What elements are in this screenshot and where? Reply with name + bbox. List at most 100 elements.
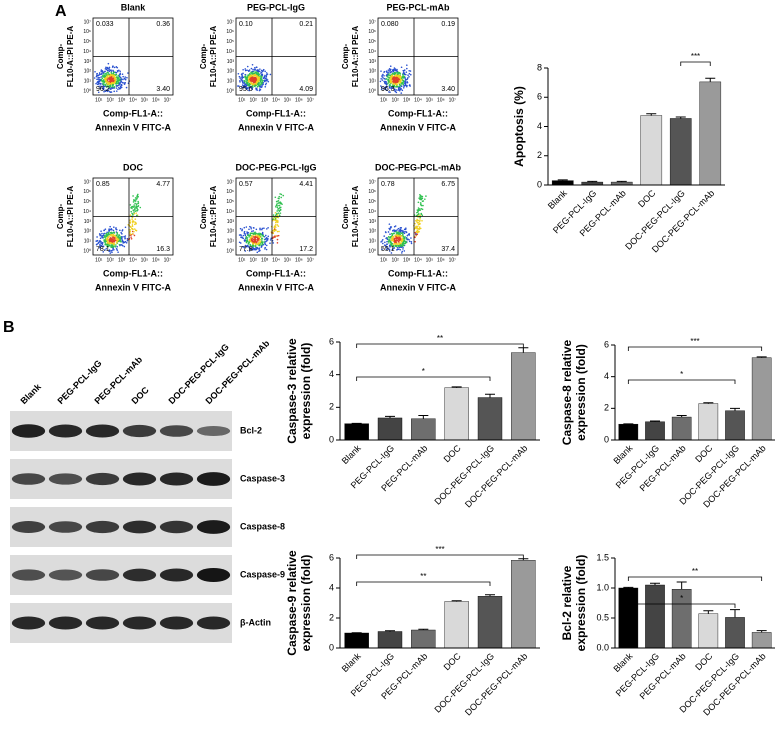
event-dot: [421, 220, 423, 222]
x-tick-label: 10⁵: [141, 257, 149, 263]
bar: [445, 388, 469, 440]
error-bar: [677, 582, 687, 589]
quadrant-value: 6.75: [441, 181, 455, 188]
lane-label: Blank: [19, 381, 44, 406]
y-tick-label: 10⁵: [368, 199, 376, 205]
event-dot: [121, 78, 123, 80]
event-dot: [103, 75, 105, 77]
event-dot: [385, 81, 387, 83]
event-dot: [113, 232, 115, 234]
x-tick-label: 10⁴: [414, 97, 422, 103]
event-dot: [267, 73, 269, 75]
quadrant-value: 78.1: [96, 246, 110, 253]
event-dot: [137, 203, 139, 205]
event-dot: [113, 240, 115, 242]
event-dot: [116, 248, 118, 250]
y-tick-label: 10²: [369, 69, 377, 75]
event-dot: [125, 78, 127, 80]
event-dot: [239, 241, 241, 243]
blot-band: [12, 569, 45, 580]
event-dot: [279, 205, 281, 207]
blot-band: [86, 616, 119, 629]
event-dot: [119, 230, 121, 232]
event-dot: [263, 227, 265, 229]
y-tick-label: 6: [329, 336, 334, 346]
x-axis-label: Comp-FL1-A::: [103, 268, 163, 278]
event-dot: [400, 227, 402, 229]
y-axis-label: expression (fold): [574, 555, 588, 652]
event-dot: [275, 219, 277, 221]
event-dot: [275, 196, 277, 198]
event-dot: [418, 197, 420, 199]
quadrant-value: 77.8: [239, 246, 253, 253]
event-dot: [395, 236, 397, 238]
x-axis-label: Comp-FL1-A::: [246, 268, 306, 278]
event-dot: [276, 210, 278, 212]
y-axis-label: FL10-A::PI PE-A: [66, 26, 75, 88]
event-dot: [279, 203, 281, 205]
event-dot: [251, 236, 253, 238]
y-tick-label: 10⁴: [83, 49, 91, 55]
plot-title: Blank: [121, 2, 147, 12]
event-dot: [240, 237, 242, 239]
event-dot: [397, 247, 399, 249]
quadrant-value: 0.57: [239, 181, 253, 188]
event-dot: [400, 240, 402, 242]
blot-band: [123, 425, 156, 437]
blot-band: [12, 616, 45, 629]
event-dot: [100, 83, 102, 85]
event-dot: [140, 207, 142, 209]
event-dot: [277, 206, 279, 208]
y-tick-label: 10⁵: [226, 39, 234, 45]
event-dot: [119, 88, 121, 90]
event-dot: [106, 74, 108, 76]
event-dot: [106, 69, 108, 71]
blot-band: [49, 473, 82, 484]
y-axis-label: expression (fold): [299, 343, 313, 440]
event-dot: [387, 238, 389, 240]
event-dot: [251, 231, 253, 233]
event-dot: [103, 71, 105, 73]
significance-label: *: [680, 370, 683, 379]
blot-band: [49, 424, 82, 437]
event-dot: [390, 65, 392, 67]
event-dot: [113, 249, 115, 251]
event-dot: [384, 71, 386, 73]
event-dot: [380, 78, 382, 80]
x-tick-label: 10²: [250, 257, 258, 263]
event-dot: [254, 77, 256, 79]
event-dot: [405, 241, 407, 243]
x-tick-label: DOC-PEG-PCL-mAb: [463, 651, 529, 717]
quadrant-value: 37.4: [441, 246, 455, 253]
lane-label: DOC: [130, 385, 152, 407]
x-tick-label: 10⁶: [152, 97, 160, 103]
event-dot: [101, 233, 103, 235]
event-dot: [110, 70, 112, 72]
event-dot: [239, 76, 241, 78]
y-tick-label: 10¹: [84, 78, 92, 84]
x-axis-label: Annexin V FITC-A: [380, 282, 456, 292]
y-axis-label: FL10-A::PI PE-A: [351, 26, 360, 88]
event-dot: [124, 238, 126, 240]
event-dot: [134, 209, 136, 211]
event-dot: [396, 84, 398, 86]
event-dot: [131, 206, 133, 208]
event-dot: [251, 68, 253, 70]
event-dot: [401, 251, 403, 253]
x-tick-label: DOC: [636, 188, 658, 210]
event-dot: [404, 69, 406, 71]
x-tick-label: 10⁴: [414, 257, 422, 263]
blot-band: [123, 616, 156, 629]
event-dot: [418, 222, 420, 224]
event-dot: [417, 226, 419, 228]
event-dot: [396, 92, 398, 94]
event-dot: [259, 234, 261, 236]
event-dot: [254, 79, 256, 81]
event-dot: [415, 233, 417, 235]
event-dot: [393, 233, 395, 235]
quadrant-value: 95.6: [239, 86, 253, 93]
panel-label: A: [55, 3, 67, 20]
event-dot: [122, 245, 124, 247]
event-dot: [380, 70, 382, 72]
event-dot: [411, 243, 413, 245]
